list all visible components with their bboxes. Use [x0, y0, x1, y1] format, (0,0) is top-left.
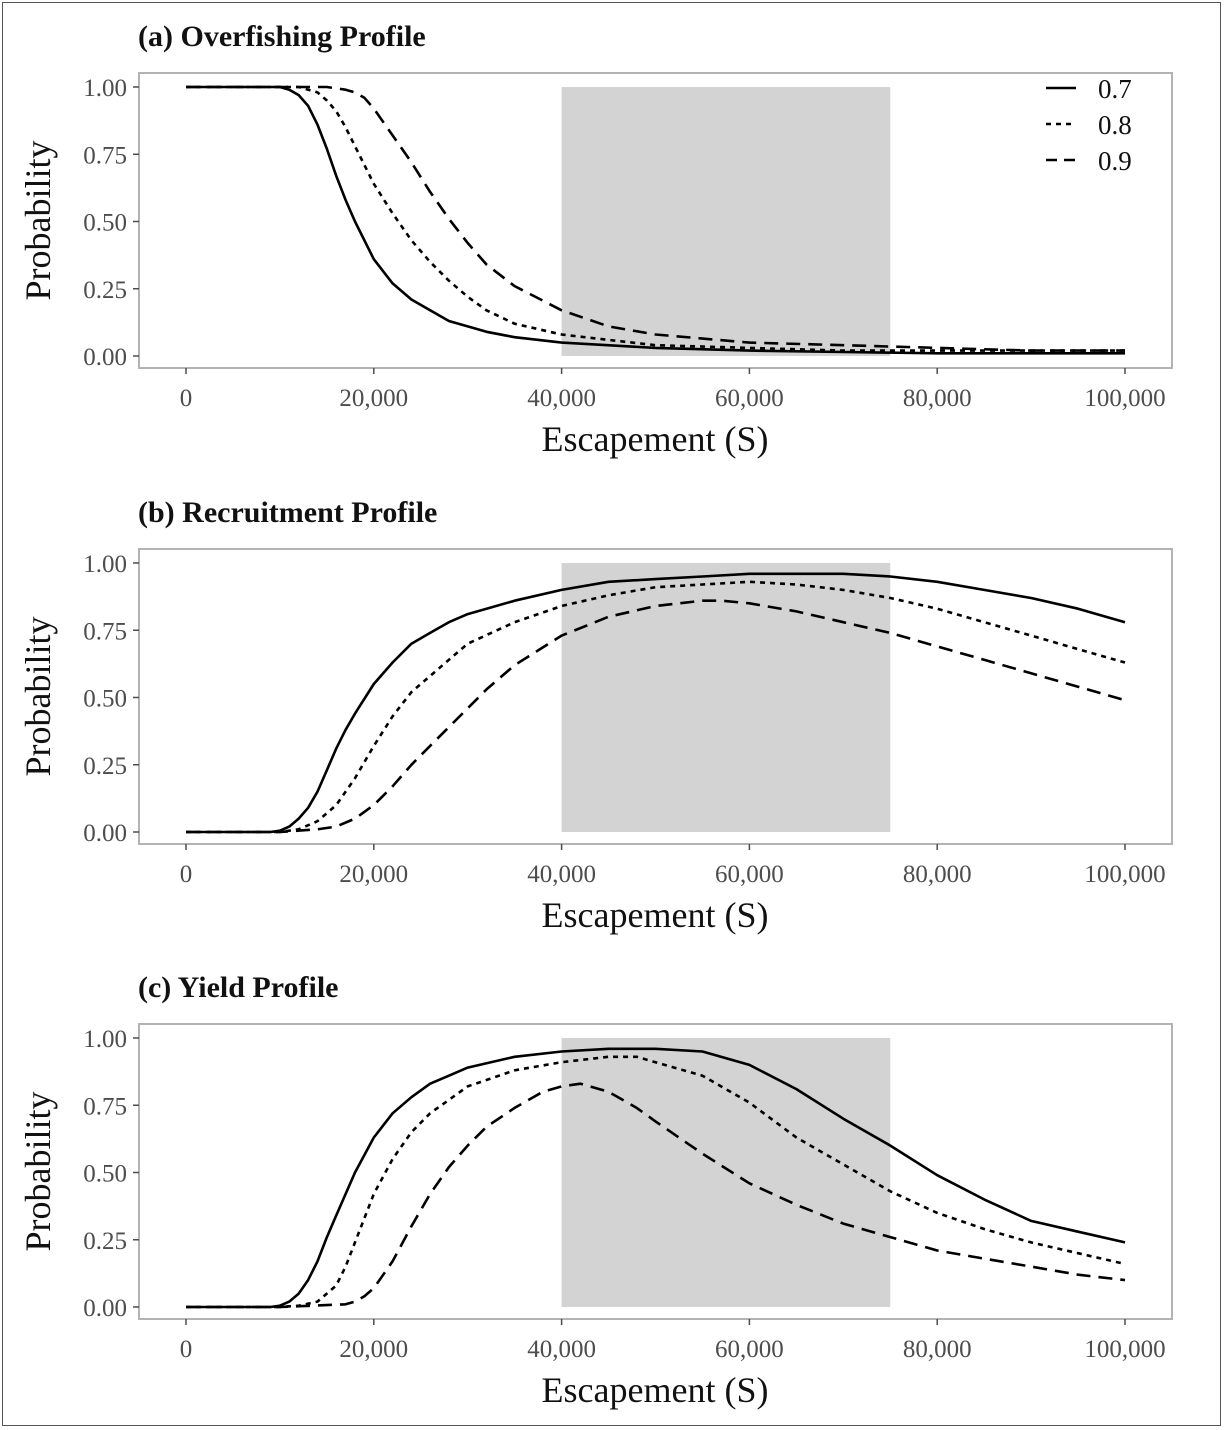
series-line-0-7	[186, 572, 1126, 834]
x-tick-label: 100,000	[1084, 861, 1165, 888]
y-tick-label: 0.25	[83, 277, 127, 304]
x-tick-label: 60,000	[715, 1336, 784, 1363]
plot-border	[138, 1023, 1173, 1320]
x-tick-label: 20,000	[339, 1336, 408, 1363]
x-tick-label: 0	[180, 1336, 193, 1363]
panel-1: (a) Overfishing Profile 0.00 0.25 0.50 0.75 1…	[18, 20, 1173, 459]
y-tick-label: 0.50	[83, 1161, 127, 1188]
y-tick-label: 0.00	[83, 1295, 127, 1322]
x-tick-label: 100,000	[1084, 1336, 1165, 1363]
series-line-0-8	[186, 85, 1125, 352]
plot-border	[138, 72, 1173, 369]
x-tick-label: 40,000	[527, 1336, 596, 1363]
series-line-0-9	[186, 85, 1125, 352]
y-tick-label: 0.25	[83, 1228, 127, 1255]
x-tick-label: 0	[180, 385, 193, 412]
legend: 0.7 0.8 0.9	[1046, 74, 1132, 176]
legend-label: 0.9	[1098, 146, 1132, 176]
x-tick-label: 80,000	[903, 1336, 972, 1363]
x-tick-label: 60,000	[715, 861, 784, 888]
panel-title: (c) Yield Profile	[138, 971, 338, 1004]
series-line-0-8	[186, 580, 1126, 834]
y-axis-label: Probability	[18, 141, 58, 301]
y-axis-label: Probability	[18, 617, 58, 777]
x-tick-label: 0	[180, 861, 193, 888]
x-axis-label: Escapement (S)	[542, 419, 769, 459]
y-tick-label: 0.50	[83, 210, 127, 237]
panel-2: (b) Recruitment Profile 0.00 0.25 0.50 0.75 1…	[18, 496, 1173, 935]
legend-label: 0.8	[1098, 110, 1132, 140]
x-tick-label: 20,000	[339, 385, 408, 412]
x-tick-label: 40,000	[527, 385, 596, 412]
x-axis-label: Escapement (S)	[542, 895, 769, 935]
y-tick-label: 0.00	[83, 344, 127, 371]
panel-3: (c) Yield Profile 0.00 0.25 0.50 0.75 1.00 0 20…	[18, 971, 1173, 1410]
y-tick-label: 0.75	[83, 618, 127, 645]
x-tick-label: 40,000	[527, 861, 596, 888]
series-line-0-7	[186, 1047, 1126, 1309]
shaded-region	[561, 87, 891, 356]
y-tick-label: 0.00	[83, 820, 127, 847]
series-line-0-8	[186, 1055, 1126, 1309]
y-axis-label: Probability	[18, 1092, 58, 1252]
y-tick-label: 1.00	[83, 1026, 127, 1053]
y-tick-label: 0.75	[83, 142, 127, 169]
shaded-region	[561, 563, 891, 832]
x-tick-label: 80,000	[903, 861, 972, 888]
panel-title: (b) Recruitment Profile	[138, 496, 437, 529]
legend-label: 0.7	[1098, 74, 1132, 104]
x-tick-label: 80,000	[903, 385, 972, 412]
y-tick-label: 0.50	[83, 686, 127, 713]
shaded-region	[561, 1038, 891, 1307]
y-tick-label: 1.00	[83, 75, 127, 102]
x-tick-label: 20,000	[339, 861, 408, 888]
y-tick-label: 0.75	[83, 1093, 127, 1120]
plot-border	[138, 548, 1173, 845]
panel-title: (a) Overfishing Profile	[138, 20, 426, 53]
series-line-0-7	[186, 85, 1125, 355]
x-tick-label: 100,000	[1084, 385, 1165, 412]
y-tick-label: 1.00	[83, 551, 127, 578]
x-tick-label: 60,000	[715, 385, 784, 412]
y-tick-label: 0.25	[83, 753, 127, 780]
series-line-0-9	[186, 599, 1126, 834]
series-line-0-9	[186, 1082, 1126, 1309]
x-axis-label: Escapement (S)	[542, 1370, 769, 1410]
